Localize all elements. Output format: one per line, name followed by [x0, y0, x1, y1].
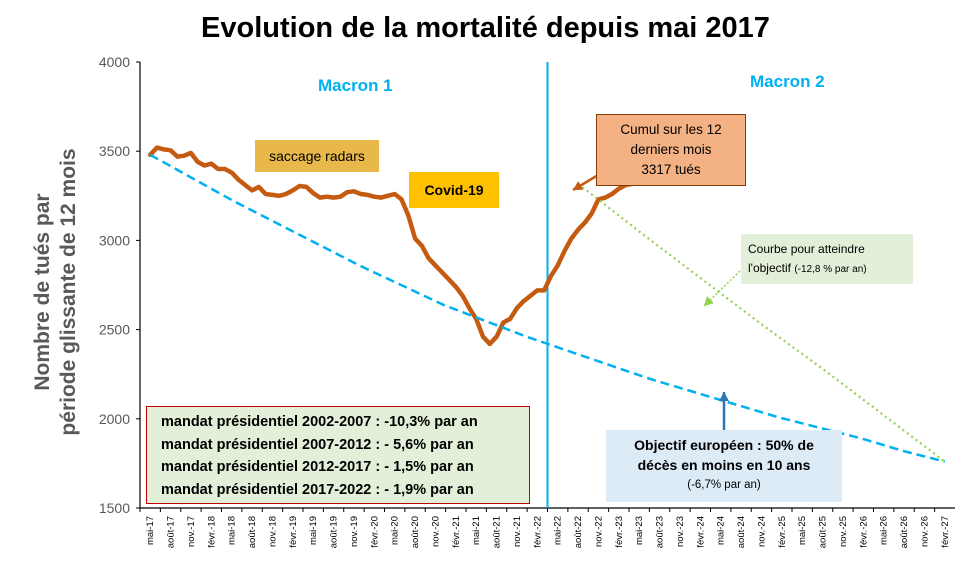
mandate-line: mandat présidentiel 2002-2007 : -10,3% p… [161, 414, 478, 430]
series-lines [147, 62, 946, 508]
x-tick-label: mai-21 [471, 516, 482, 545]
x-tick-label: août-19 [329, 516, 340, 548]
mandates-box: mandat présidentiel 2002-2007 : -10,3% p… [146, 406, 530, 504]
x-tick-label: mai-18 [227, 516, 238, 545]
x-tick-label: nov.-20 [430, 516, 441, 547]
x-tick-label: nov.-23 [675, 516, 686, 547]
mandate-line: mandat présidentiel 2017-2022 : - 1,9% p… [161, 481, 474, 498]
x-tick-label: août-17 [166, 516, 177, 548]
x-tick-label: mai-24 [716, 516, 727, 545]
x-tick-label: mai-25 [797, 516, 808, 545]
x-tick-label: févr.-19 [288, 516, 299, 548]
x-tick-label: févr.-20 [369, 516, 380, 548]
x-tick-label: mai-20 [390, 516, 401, 545]
cumul-annotation: Cumul sur les 12 derniers mois 3317 tués [596, 114, 746, 186]
x-tick-label: août-26 [899, 516, 910, 548]
x-tick-label: août-22 [573, 516, 584, 548]
x-tick-label: nov.-25 [838, 516, 849, 547]
x-tick-label: août-23 [655, 516, 666, 548]
cumul-line-2: derniers mois [630, 142, 712, 157]
x-tick-label: nov.-21 [512, 516, 523, 547]
x-tick-label: nov.-19 [349, 516, 360, 547]
y-tick-label: 3500 [99, 143, 130, 159]
radars-annotation: saccage radars [255, 140, 379, 172]
term-label-macron2: Macron 2 [750, 72, 825, 91]
y-tick-label: 3000 [99, 232, 130, 248]
covid-annotation: Covid-19 [409, 172, 499, 208]
x-tick-label: août-25 [818, 516, 829, 548]
x-tick-label: mai-17 [145, 516, 156, 545]
x-tick-label: nov.-26 [919, 516, 930, 547]
chart-title: Evolution de la mortalité depuis mai 201… [201, 12, 770, 44]
cumul-line-1: Cumul sur les 12 [620, 122, 722, 137]
x-tick-label: mai-19 [308, 516, 319, 545]
objective-line-2: l'objectif (-12,8 % par an) [748, 259, 913, 279]
series-line-mortality [147, 145, 635, 347]
x-tick-label: févr.-21 [451, 516, 462, 548]
x-tick-label: févr.-27 [940, 516, 951, 548]
y-tick-label: 2000 [99, 411, 130, 427]
x-tick-label: mai-26 [879, 516, 890, 545]
y-tick-label: 1500 [99, 500, 130, 516]
y-tick-label: 4000 [99, 54, 130, 70]
series-line-euro-target [149, 153, 946, 463]
x-tick-label: févr.-24 [695, 516, 706, 548]
x-tick-label: nov.-22 [593, 516, 604, 547]
x-tick-label: mai-23 [634, 516, 645, 545]
x-tick-label: nov.-24 [756, 516, 767, 547]
euro-rate: (-6,7% par an) [687, 479, 761, 491]
x-tick-label: févr.-25 [777, 516, 788, 548]
x-tick-label: août-18 [247, 516, 258, 548]
x-tick-label: févr.-22 [532, 516, 543, 548]
objective-rate: (-12,8 % par an) [794, 264, 867, 275]
x-tick-label: févr.-23 [614, 516, 625, 548]
euro-target-arrow-head [719, 392, 729, 401]
x-tick-label: mai-22 [553, 516, 564, 545]
x-tick-label: août-21 [492, 516, 503, 548]
cumul-line-3: 3317 tués [641, 162, 701, 177]
x-tick-label: nov.-17 [186, 516, 197, 547]
euro-target-annotation: Objectif européen : 50% de décès en moin… [606, 430, 842, 502]
series-line-objective [577, 182, 946, 463]
term-label-macron1: Macron 1 [318, 76, 393, 95]
y-tick-label: 2500 [99, 322, 130, 338]
euro-line-1: Objectif européen : 50% de [634, 437, 814, 453]
objective-text: l'objectif [748, 261, 791, 275]
x-tick-label: août-20 [410, 516, 421, 548]
x-tick-label: août-24 [736, 516, 747, 548]
mandate-line: mandat présidentiel 2012-2017 : - 1,5% p… [161, 459, 474, 475]
x-tick-label: nov.-18 [267, 516, 278, 547]
mandate-line: mandat présidentiel 2007-2012 : - 5,6% p… [161, 436, 474, 453]
x-tick-label: févr.-26 [858, 516, 869, 548]
objective-arrow-head [704, 296, 714, 306]
cumul-arrow-head [573, 181, 584, 190]
x-tick-label: févr.-18 [206, 516, 217, 548]
euro-line-2: décès en moins en 10 ans [637, 457, 811, 473]
objective-line-1: Courbe pour atteindre [748, 242, 865, 256]
objective-annotation: Courbe pour atteindre l'objectif (-12,8 … [741, 234, 913, 284]
